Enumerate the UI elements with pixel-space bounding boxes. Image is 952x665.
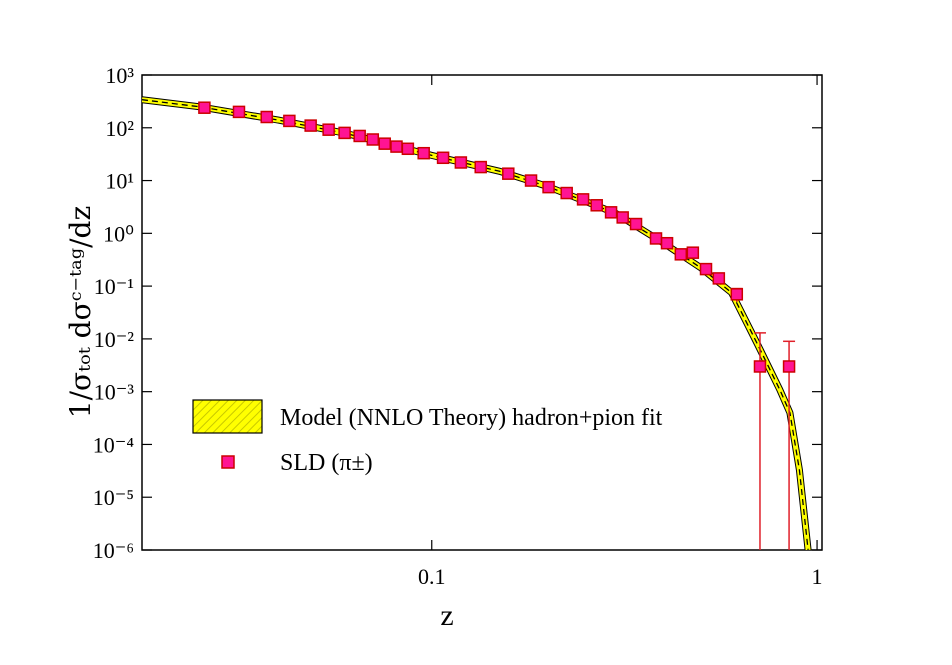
data-point — [604, 206, 618, 219]
data-point — [417, 146, 430, 160]
x-axis-label: z — [440, 599, 453, 632]
data-point — [629, 217, 643, 231]
data-point — [338, 126, 351, 140]
y-tick-label: 10¹ — [105, 169, 134, 194]
data-point — [474, 160, 487, 174]
legend-label: Model (NNLO Theory) hadron+pion fit — [280, 405, 663, 431]
legend-marker — [221, 455, 235, 469]
data-point — [576, 193, 590, 206]
data-point — [660, 236, 674, 250]
y-axis-label: 1/σₜₒₜ dσᶜ⁻ᵗᵃᵍ/dz — [64, 206, 97, 418]
y-tick-label: 10³ — [105, 63, 134, 88]
data-point — [283, 114, 296, 128]
y-tick-label: 10⁻⁵ — [93, 485, 134, 510]
x-tick-label: 0.1 — [418, 564, 446, 589]
y-tick-label: 10⁰ — [103, 221, 134, 246]
legend-swatch — [192, 399, 263, 434]
plot-area — [142, 96, 812, 550]
y-tick-label: 10⁻⁶ — [93, 538, 134, 563]
data-point — [454, 156, 468, 169]
y-tick-label: 10⁻² — [94, 327, 135, 352]
data-point — [353, 129, 366, 143]
data-point — [730, 288, 744, 301]
data-point — [782, 360, 796, 373]
data-point — [198, 101, 211, 114]
y-tick-label: 10⁻¹ — [94, 274, 134, 299]
y-tick-label: 10² — [105, 116, 134, 141]
data-point — [649, 232, 663, 245]
data-point — [542, 180, 555, 194]
data-point — [232, 105, 246, 119]
data-point — [560, 186, 573, 200]
data-point — [260, 110, 273, 124]
data-point — [322, 123, 335, 136]
data-point — [502, 167, 515, 180]
legend-label: SLD (π±) — [280, 450, 373, 476]
y-tick-label: 10⁻³ — [94, 380, 135, 405]
plot-frame — [141, 74, 823, 551]
data-point — [378, 137, 391, 150]
y-tick-label: 10⁻⁴ — [93, 432, 135, 457]
data-point — [304, 119, 317, 132]
data-point — [616, 211, 629, 224]
data-point — [674, 248, 688, 261]
data-point — [401, 142, 415, 156]
data-point — [436, 151, 450, 165]
data-point — [686, 246, 700, 259]
data-point — [753, 360, 767, 373]
data-point — [366, 133, 380, 146]
data-point — [524, 174, 538, 187]
data-point — [712, 272, 726, 285]
data-point — [699, 262, 713, 276]
x-tick-label: 1 — [812, 564, 823, 589]
data-point — [590, 199, 603, 212]
data-point — [390, 140, 403, 153]
